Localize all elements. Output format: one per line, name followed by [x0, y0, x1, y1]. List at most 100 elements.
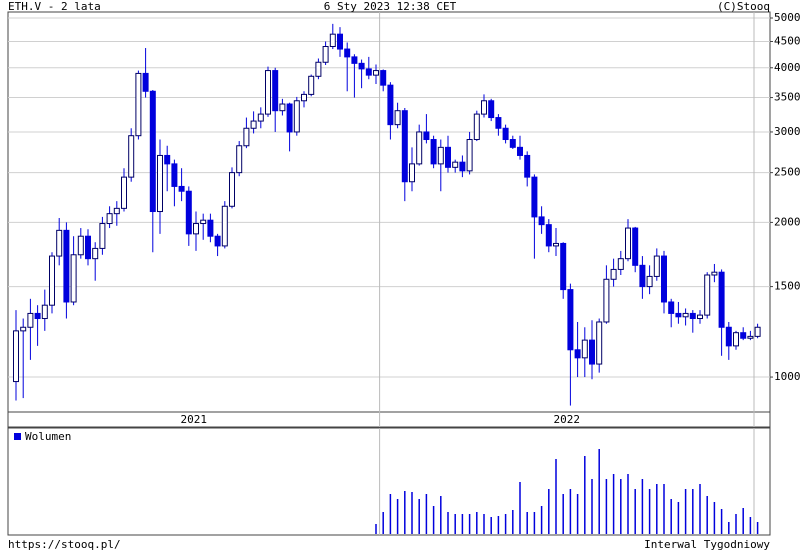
candle-body [63, 229, 70, 303]
candle-body [394, 110, 401, 126]
candle-body [689, 312, 696, 320]
candle-body [113, 207, 120, 215]
candle-body [164, 154, 171, 165]
candle-body [401, 110, 408, 183]
candle-body [437, 146, 444, 165]
candle-body [733, 332, 739, 347]
candle-body [171, 163, 178, 187]
candle-body [56, 229, 63, 257]
candle-body [538, 216, 545, 226]
candle-body [142, 72, 149, 92]
candle-body [221, 205, 228, 247]
candle-body [754, 326, 761, 337]
volume-panel [7, 427, 771, 536]
candle-body [20, 326, 27, 332]
candle-body [646, 275, 653, 288]
candle-body [380, 70, 387, 86]
candle-body [243, 127, 250, 147]
candle-body [610, 268, 617, 280]
y-tick-label: 1500 [774, 280, 800, 293]
candle-body [229, 172, 235, 207]
candle-body [589, 339, 595, 365]
candle-body [286, 103, 293, 133]
candle-body [502, 127, 509, 141]
candle-body [545, 224, 552, 247]
candle-body [574, 349, 581, 359]
candle-body [373, 70, 379, 76]
candle-body [481, 100, 487, 115]
candle-body [301, 93, 307, 102]
candle-body [27, 312, 34, 328]
chart-date: 6 Sty 2023 12:38 CET [324, 0, 457, 13]
candle-body [99, 223, 106, 249]
candle-body [387, 84, 394, 126]
candle-body [617, 258, 624, 270]
candle-body [704, 274, 711, 316]
candle-body [185, 190, 192, 235]
candle-body [49, 255, 55, 306]
candle-body [596, 321, 603, 365]
candle-body [423, 131, 430, 141]
time-axis [7, 411, 771, 428]
x-tick-label: 2021 [181, 413, 208, 426]
candle-body [322, 46, 329, 63]
candle-body [509, 139, 516, 148]
legend-label: Wolumen [25, 430, 71, 443]
candle-body [718, 271, 725, 328]
candle-body [459, 161, 466, 172]
candle-body [193, 223, 199, 235]
candle-body [272, 70, 279, 112]
y-tick-label: 2000 [774, 215, 800, 228]
candle-body [473, 113, 480, 141]
x-tick-label: 2022 [554, 413, 581, 426]
candle-body [85, 235, 91, 260]
candle-body [495, 117, 502, 129]
y-tick-label: 5000 [774, 11, 800, 24]
candle-body [257, 113, 264, 122]
candle-body [531, 176, 538, 218]
chart-title: ETH.V - 2 lata [8, 0, 101, 13]
candle-body [351, 56, 358, 64]
candle-body [121, 176, 127, 209]
candle-body [92, 247, 99, 260]
candle-body [344, 48, 351, 58]
candle-body [337, 33, 343, 50]
candle-body [70, 254, 77, 303]
candle-body [365, 68, 372, 76]
candle-body [725, 326, 732, 347]
candle-body [581, 339, 588, 359]
candle-body [488, 100, 495, 119]
candle-body [711, 271, 718, 276]
candle-body [250, 120, 257, 129]
candle-body [207, 219, 214, 237]
candle-body [236, 145, 243, 174]
candle-body [214, 235, 221, 247]
candle-body [466, 139, 473, 172]
candle-body [661, 255, 667, 303]
price-panel [7, 11, 771, 413]
candle-body [279, 103, 286, 112]
candle-body [625, 227, 631, 260]
candle-body [603, 278, 610, 323]
candle-body [157, 154, 163, 213]
candle-body [668, 301, 675, 314]
candle-body [135, 72, 142, 137]
y-tick-label: 4000 [774, 61, 800, 74]
candle-body [632, 227, 639, 266]
candle-body [358, 62, 365, 70]
candle-body [560, 242, 567, 291]
candle-body [13, 330, 19, 383]
legend-swatch [14, 433, 21, 440]
footer-url: https://stooq.pl/ [8, 538, 121, 550]
candle-body [77, 235, 84, 256]
candle-body [740, 332, 747, 339]
candle-body [653, 255, 660, 277]
candle-body [553, 242, 559, 247]
candle-body [329, 33, 336, 48]
candle-body [315, 61, 322, 77]
y-tick-label: 2500 [774, 166, 800, 179]
chart-source: (C)Stooq [717, 0, 770, 13]
candle-body [34, 312, 41, 320]
